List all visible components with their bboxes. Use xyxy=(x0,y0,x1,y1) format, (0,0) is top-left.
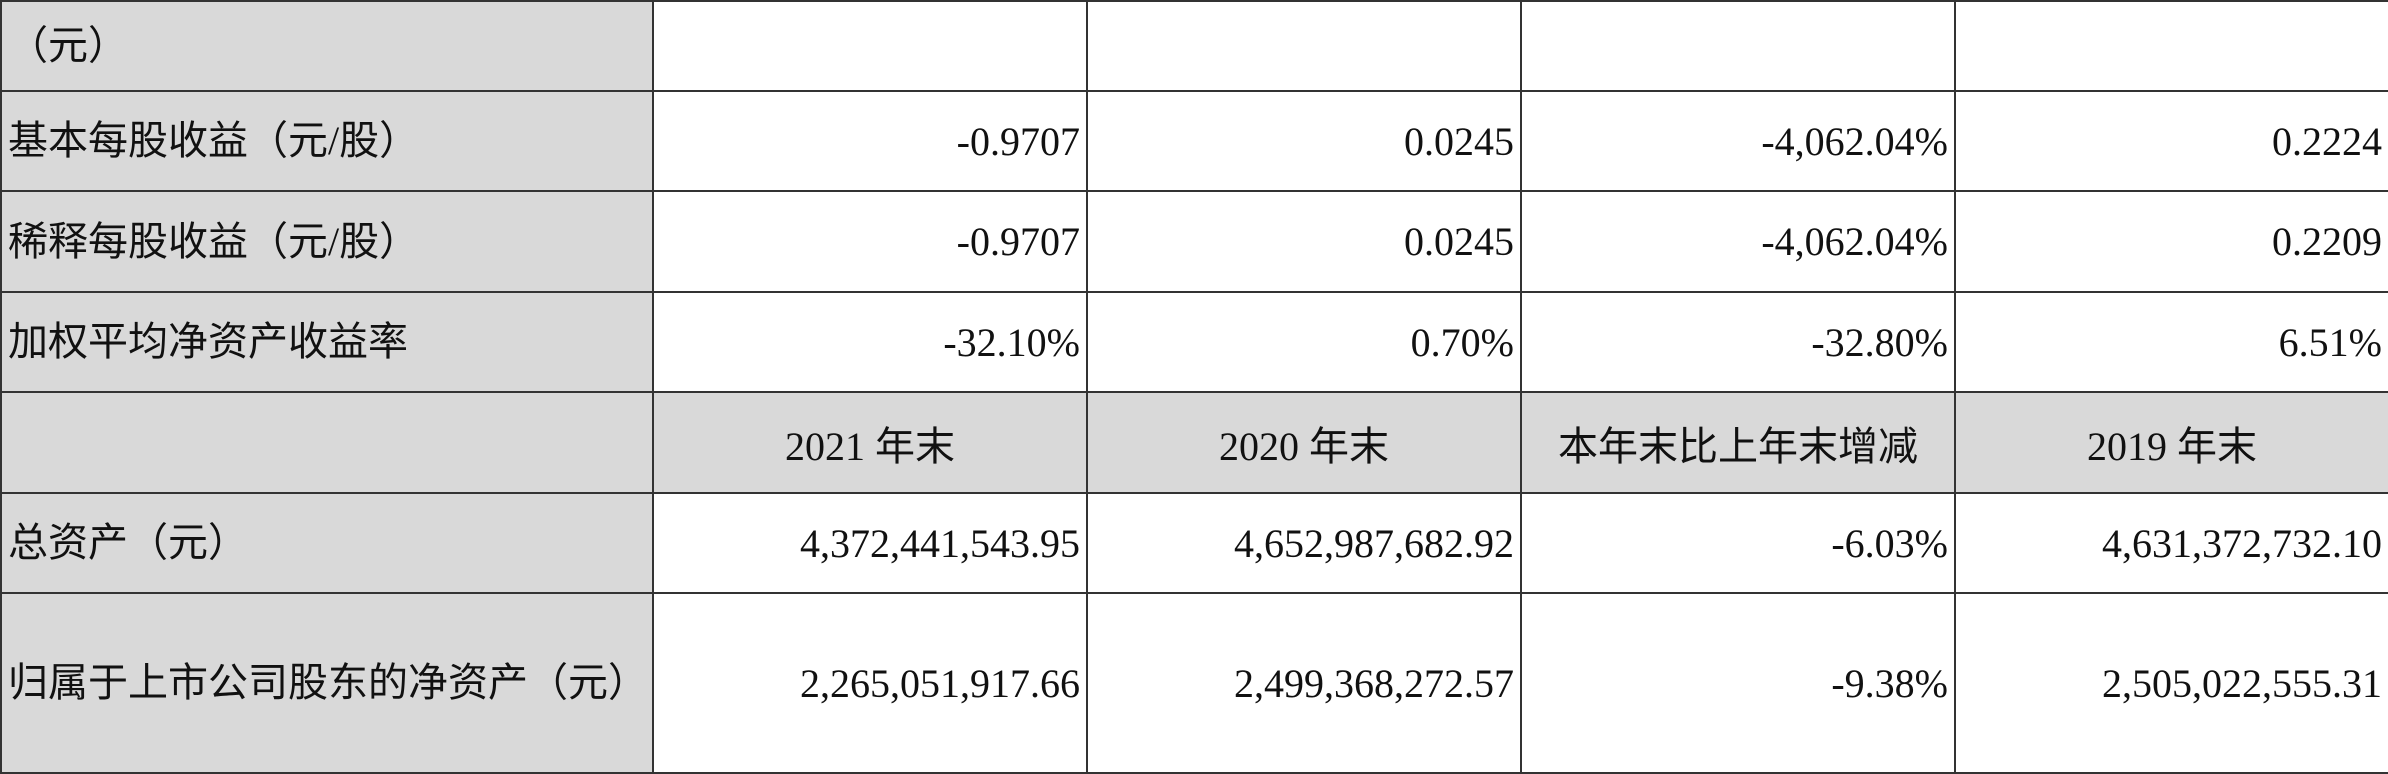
value-cell: 0.0245 xyxy=(1086,90,1522,192)
value-cell: 2,265,051,917.66 xyxy=(652,592,1088,774)
value-cell: 0.2209 xyxy=(1954,190,2388,293)
table-row: 稀释每股收益（元/股） -0.9707 0.0245 -4,062.04% 0.2209 xyxy=(0,190,2388,293)
value-cell: -9.38% xyxy=(1520,592,1956,774)
value-cell: 0.0245 xyxy=(1086,190,1522,293)
value-cell xyxy=(1086,0,1522,92)
row-label: 总资产（元） xyxy=(0,492,654,594)
value-cell: -4,062.04% xyxy=(1520,190,1956,293)
value-cell: 4,631,372,732.10 xyxy=(1954,492,2388,594)
row-label: 基本每股收益（元/股） xyxy=(0,90,654,192)
table-row: 总资产（元） 4,372,441,543.95 4,652,987,682.92 -6… xyxy=(0,492,2388,594)
value-cell: 0.70% xyxy=(1086,291,1522,393)
value-cell: -0.9707 xyxy=(652,190,1088,293)
value-cell: 2,505,022,555.31 xyxy=(1954,592,2388,774)
column-header: 2021 年末 xyxy=(652,391,1088,494)
value-cell: -6.03% xyxy=(1520,492,1956,594)
row-label xyxy=(0,391,654,494)
value-cell: 6.51% xyxy=(1954,291,2388,393)
row-label: 稀释每股收益（元/股） xyxy=(0,190,654,293)
table-row: （元） xyxy=(0,0,2388,92)
value-cell: 2,499,368,272.57 xyxy=(1086,592,1522,774)
value-cell: 0.2224 xyxy=(1954,90,2388,192)
row-label: （元） xyxy=(0,0,654,92)
value-cell: -4,062.04% xyxy=(1520,90,1956,192)
value-cell: 4,372,441,543.95 xyxy=(652,492,1088,594)
column-header: 2020 年末 xyxy=(1086,391,1522,494)
value-cell xyxy=(652,0,1088,92)
value-cell: -32.10% xyxy=(652,291,1088,393)
value-cell: -0.9707 xyxy=(652,90,1088,192)
column-header: 2019 年末 xyxy=(1954,391,2388,494)
value-cell xyxy=(1520,0,1956,92)
row-label: 加权平均净资产收益率 xyxy=(0,291,654,393)
row-label: 归属于上市公司股东的净资产（元） xyxy=(0,592,654,774)
value-cell: -32.80% xyxy=(1520,291,1956,393)
table-row: 归属于上市公司股东的净资产（元） 2,265,051,917.66 2,499,36… xyxy=(0,592,2388,774)
value-cell xyxy=(1954,0,2388,92)
table-row: 2021 年末 2020 年末 本年末比上年末增减 2019 年末 xyxy=(0,391,2388,494)
column-header: 本年末比上年末增减 xyxy=(1520,391,1956,494)
table-row: 加权平均净资产收益率 -32.10% 0.70% -32.80% 6.51% xyxy=(0,291,2388,393)
value-cell: 4,652,987,682.92 xyxy=(1086,492,1522,594)
table-row: 基本每股收益（元/股） -0.9707 0.0245 -4,062.04% 0.2224 xyxy=(0,90,2388,192)
